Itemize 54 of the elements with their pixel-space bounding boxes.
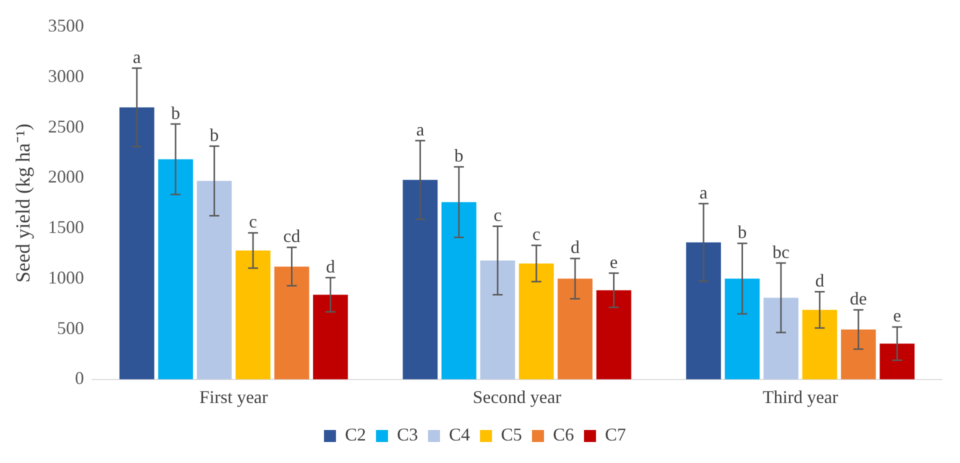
- data-label: d: [570, 237, 580, 258]
- data-label: a: [132, 46, 141, 67]
- bar: [158, 159, 194, 380]
- bar: [880, 344, 915, 380]
- bar: [119, 107, 154, 380]
- data-label: b: [171, 102, 180, 123]
- data-label: bc: [772, 242, 790, 262]
- data-label: e: [893, 306, 902, 326]
- bar: [596, 290, 632, 380]
- bar: [724, 278, 760, 380]
- legend-label: C2: [344, 424, 366, 445]
- bar: [274, 266, 310, 380]
- data-label: d: [815, 270, 824, 290]
- y-tick-label: 2500: [48, 116, 84, 136]
- x-tick-label: Second year: [472, 386, 562, 407]
- legend-label: C6: [553, 424, 574, 445]
- data-label: b: [738, 222, 747, 242]
- y-tick-label: 1500: [48, 217, 84, 238]
- legend-label: C4: [448, 424, 470, 445]
- data-label: de: [850, 288, 867, 309]
- bar: [236, 250, 270, 380]
- bar: [313, 294, 348, 380]
- x-tick-label: First year: [199, 386, 268, 407]
- y-tick-label: 500: [57, 318, 84, 338]
- y-tick-label: 1000: [48, 267, 84, 288]
- bar: [802, 310, 838, 380]
- y-axis-title: Seed yield (kg ha⁻¹): [12, 124, 34, 283]
- y-tick-label: 3500: [48, 16, 84, 36]
- bar: [518, 264, 554, 380]
- data-label: b: [454, 146, 464, 166]
- bar: [480, 260, 516, 380]
- bar: [840, 330, 876, 380]
- legend-label: C3: [396, 424, 418, 445]
- bar: [686, 242, 721, 380]
- legend-label: C7: [605, 424, 626, 445]
- data-label: c: [249, 212, 258, 232]
- bar: [764, 298, 798, 380]
- y-tick-label: 2000: [48, 166, 84, 187]
- data-label: c: [494, 205, 502, 226]
- data-label: a: [700, 182, 708, 202]
- data-label: d: [326, 256, 335, 276]
- data-label: c: [532, 224, 540, 244]
- data-label: a: [416, 119, 424, 140]
- y-tick-label: 0: [75, 368, 84, 388]
- bar: [196, 180, 232, 380]
- x-tick-label: Third year: [762, 386, 838, 407]
- y-tick-label: 3000: [48, 66, 84, 86]
- bar: [558, 278, 593, 380]
- bar: [441, 202, 476, 380]
- data-label: e: [610, 252, 618, 272]
- bar: [402, 180, 438, 380]
- legend-label: C5: [501, 424, 522, 445]
- data-label: cd: [283, 226, 300, 246]
- data-label: b: [210, 124, 219, 145]
